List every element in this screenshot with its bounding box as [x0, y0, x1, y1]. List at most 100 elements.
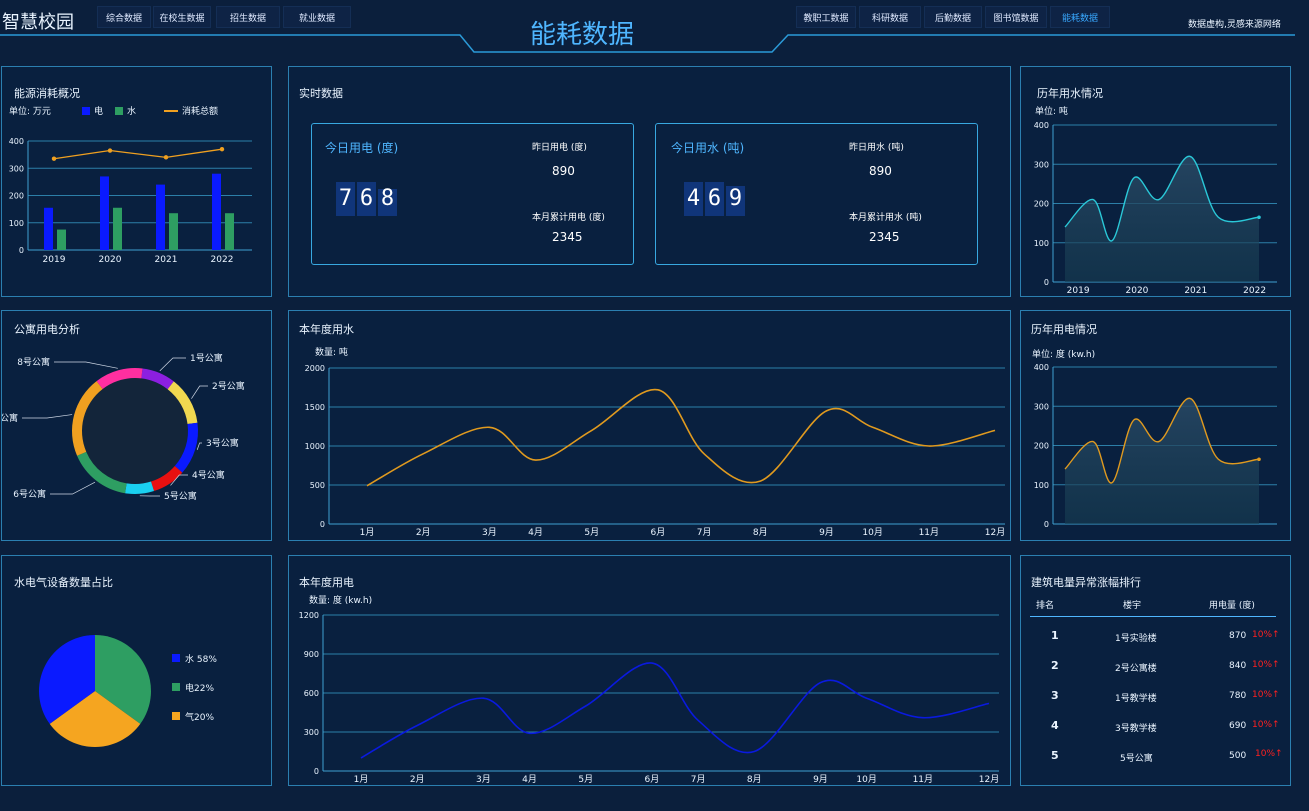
x-tick-label: 11月 [919, 527, 939, 538]
y-tick-label: 0 [1044, 278, 1049, 287]
usage-value: 780 [1229, 691, 1247, 701]
device-ratio-panel: 水电气设备数量占比 水 58% 电22% 气20% [1, 555, 272, 786]
area-line [1064, 155, 1260, 242]
ranking-row[interactable]: 3 1号教学楼 780 10%↑ [1021, 689, 1291, 719]
legend-line [164, 109, 178, 112]
y-tick-label: 400 [1034, 363, 1049, 372]
legend-swatch [115, 106, 123, 115]
month-water-value: 2345 [869, 230, 900, 244]
x-tick-label: 3月 [476, 774, 491, 785]
ranking-row[interactable]: 2 2号公寓楼 840 10%↑ [1021, 659, 1291, 689]
nav-item-staff[interactable]: 教职工数据 [796, 6, 856, 28]
digit: 4 [684, 182, 703, 216]
unit-label: 数量: 吨 [315, 348, 348, 358]
x-tick-label: 2022 [1243, 286, 1266, 296]
y-tick-label: 300 [304, 728, 319, 737]
slice-label: 2号公寓 [212, 380, 245, 392]
digit: 6 [357, 182, 376, 216]
panel-title: 本年度用电 [299, 576, 354, 589]
panel-title: 水电气设备数量占比 [14, 576, 113, 589]
y-tick-label: 100 [1034, 239, 1049, 248]
x-tick-label: 11月 [913, 774, 933, 785]
ranking-divider [1030, 616, 1276, 617]
slice-label: 3号公寓 [206, 437, 239, 449]
header-frame [0, 34, 1295, 53]
y-tick-label: 2000 [305, 364, 325, 373]
digit: 7 [336, 182, 355, 216]
legend-swatch [172, 712, 180, 720]
electric-history-panel: 历年用电情况 单位: 度 (kw.h) 0 100 200 300 400 [1020, 310, 1291, 541]
panel-title: 实时数据 [299, 87, 343, 100]
usage-value: 500 [1229, 751, 1247, 761]
rise-badge: 10%↑ [1255, 749, 1283, 759]
month-water-label: 本月累计用水 (吨) [849, 213, 922, 223]
legend-electric: 电 [82, 104, 103, 117]
y-tick-label: 200 [1034, 200, 1049, 209]
ranking-row[interactable]: 4 3号教学楼 690 10%↑ [1021, 719, 1291, 749]
label-leader [159, 357, 186, 372]
ranking-panel: 建筑电量异常涨幅排行 排名 楼宇 用电量 (度) 1 1号实验楼 870 10%… [1020, 555, 1291, 786]
slice-label: 6号公寓 [13, 488, 46, 500]
x-tick-label: 5月 [578, 774, 593, 785]
x-tick-label: 2021 [155, 255, 178, 265]
header-usage: 用电量 (度) [1209, 601, 1255, 611]
nav-item-library[interactable]: 图书馆数据 [985, 6, 1047, 28]
electric-year-chart: 0 300 600 900 1200 1月 2月 3月 4月 5月 6月 7月 8月 9月 10月 11月 12… [299, 611, 1000, 785]
y-tick-label: 0 [314, 767, 319, 776]
x-tick-label: 5月 [584, 527, 599, 538]
usage-value: 690 [1229, 721, 1247, 731]
nav-item-logistics[interactable]: 后勤数据 [924, 6, 982, 28]
pie-slice [95, 635, 151, 724]
electric-year-panel: 本年度用电 数量: 度 (kw.h) 0 300 600 900 1200 1月 2月 3月 4… [288, 555, 1011, 786]
electric-history-chart: 0 100 200 300 400 [1034, 363, 1277, 529]
dorm-electric-panel: 公寓用电分析 1号公寓 2号公寓 3号公寓 4号公寓 5号公寓 6号公寓 7号公寓 8号公寓 [1, 310, 272, 541]
logo: 智慧校园 [2, 12, 74, 33]
label-leader [196, 442, 202, 450]
panel-title: 历年用电情况 [1031, 323, 1097, 336]
y-tick-label: 300 [1034, 402, 1049, 411]
bar-water [225, 213, 234, 250]
yesterday-electric-value: 890 [552, 164, 575, 178]
ranking-row[interactable]: 1 1号实验楼 870 10%↑ [1021, 629, 1291, 659]
nav-item-employment[interactable]: 就业数据 [283, 6, 351, 28]
pie-slice [49, 691, 141, 747]
panel-title: 公寓用电分析 [14, 323, 80, 336]
donut-slice [167, 381, 198, 425]
x-tick-label: 2019 [43, 255, 66, 265]
x-tick-label: 9月 [819, 527, 834, 538]
nav-item-overview[interactable]: 综合数据 [97, 6, 151, 28]
slice-label: 5号公寓 [164, 490, 197, 502]
x-tick-label: 7月 [697, 527, 712, 538]
label-leader [50, 481, 96, 495]
yesterday-water-label: 昨日用水 (吨) [849, 143, 904, 153]
month-electric-label: 本月累计用电 (度) [532, 213, 605, 223]
legend-label: 电22% [185, 682, 214, 694]
x-tick-label: 2019 [1067, 286, 1090, 296]
x-tick-label: 1月 [360, 527, 375, 538]
x-tick-label: 1月 [354, 774, 369, 785]
y-tick-label: 900 [304, 650, 319, 659]
y-tick-label: 200 [1034, 442, 1049, 451]
ranking-row[interactable]: 5 5号公寓 500 10%↑ [1021, 749, 1291, 779]
x-tick-label: 2020 [99, 255, 122, 265]
x-tick-label: 6月 [651, 527, 666, 538]
nav-item-students[interactable]: 在校生数据 [153, 6, 211, 28]
x-tick-label: 2021 [1184, 286, 1207, 296]
header: 智慧校园 综合数据 在校生数据 招生数据 就业数据 能耗数据 教职工数据 科研数… [0, 0, 1309, 60]
x-tick-label: 12月 [985, 527, 1005, 538]
energy-overview-panel: 能源消耗概况 单位: 万元 电 水 消耗总额 0 100 200 300 400 2019… [1, 66, 272, 297]
y-tick-label: 1200 [299, 611, 319, 620]
device-ratio-chart: 水 58% 电22% 气20% [39, 635, 217, 747]
water-year-panel: 本年度用水 数量: 吨 0 500 1000 1500 2000 1月 2月 3月 4月 5月 6月… [288, 310, 1011, 541]
nav-item-research[interactable]: 科研数据 [859, 6, 921, 28]
bar-water [57, 229, 66, 250]
total-point [163, 155, 169, 160]
nav-item-admission[interactable]: 招生数据 [216, 6, 280, 28]
nav-item-energy[interactable]: 能耗数据 [1050, 6, 1110, 28]
label-leader [54, 361, 118, 369]
x-tick-label: 10月 [856, 774, 876, 785]
x-tick-label: 12月 [979, 774, 999, 785]
y-tick-label: 300 [1034, 160, 1049, 169]
